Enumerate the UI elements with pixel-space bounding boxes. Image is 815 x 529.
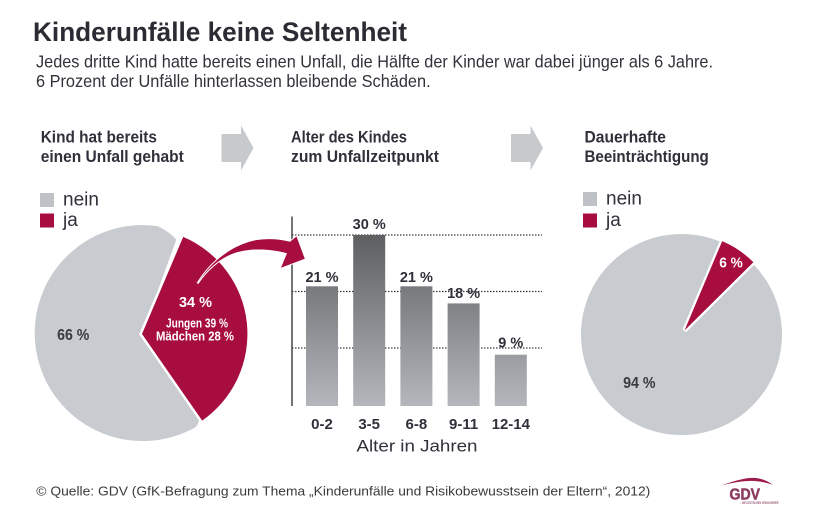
svg-text:© Quelle: GDV (GfK-Befragung z: © Quelle: GDV (GfK-Befragung zum Thema „… xyxy=(36,484,650,499)
svg-text:9 %: 9 % xyxy=(498,335,523,351)
svg-text:Alter des Kindes: Alter des Kindes xyxy=(291,129,407,147)
svg-text:Kinderunfälle keine Seltenheit: Kinderunfälle keine Seltenheit xyxy=(33,17,407,47)
svg-text:ja: ja xyxy=(62,210,78,231)
svg-text:zum Unfallzeitpunkt: zum Unfallzeitpunkt xyxy=(291,148,439,166)
svg-text:einen Unfall gehabt: einen Unfall gehabt xyxy=(41,148,185,166)
svg-text:34 %: 34 % xyxy=(179,294,212,311)
svg-text:nein: nein xyxy=(63,190,99,211)
svg-text:12-14: 12-14 xyxy=(492,416,531,433)
svg-text:nein: nein xyxy=(606,189,642,210)
svg-text:3-5: 3-5 xyxy=(358,416,380,433)
svg-text:Jungen 39 %: Jungen 39 % xyxy=(166,316,228,331)
svg-text:21 %: 21 % xyxy=(400,270,433,286)
svg-text:30 %: 30 % xyxy=(353,217,386,233)
svg-text:Mädchen 28 %: Mädchen 28 % xyxy=(156,328,234,343)
svg-text:Alter in Jahren: Alter in Jahren xyxy=(357,437,478,456)
svg-text:0-2: 0-2 xyxy=(311,416,333,433)
svg-text:6-8: 6-8 xyxy=(406,416,428,433)
svg-text:9-11: 9-11 xyxy=(449,416,478,433)
svg-text:Jedes dritte Kind hatte bereit: Jedes dritte Kind hatte bereits einen Un… xyxy=(36,51,713,71)
svg-text:66 %: 66 % xyxy=(57,327,89,344)
svg-text:6 %: 6 % xyxy=(719,255,743,272)
svg-text:21 %: 21 % xyxy=(305,270,338,286)
svg-text:▪ DIE DEUTSCHEN VERSICHERER: ▪ DIE DEUTSCHEN VERSICHERER xyxy=(741,501,780,505)
svg-text:18 %: 18 % xyxy=(447,286,480,302)
svg-text:Beeinträchtigung: Beeinträchtigung xyxy=(585,148,709,166)
svg-text:Dauerhafte: Dauerhafte xyxy=(585,129,667,147)
svg-text:94 %: 94 % xyxy=(623,375,655,392)
svg-text:Kind hat bereits: Kind hat bereits xyxy=(41,129,157,147)
svg-text:ja: ja xyxy=(605,210,621,231)
svg-text:GDV: GDV xyxy=(730,487,761,504)
svg-text:6 Prozent der Unfälle hinterla: 6 Prozent der Unfälle hinterlassen bleib… xyxy=(36,71,431,91)
